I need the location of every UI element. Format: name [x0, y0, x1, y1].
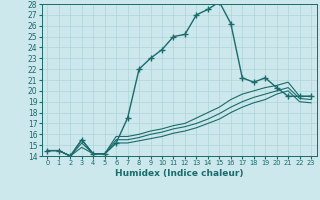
X-axis label: Humidex (Indice chaleur): Humidex (Indice chaleur): [115, 169, 244, 178]
